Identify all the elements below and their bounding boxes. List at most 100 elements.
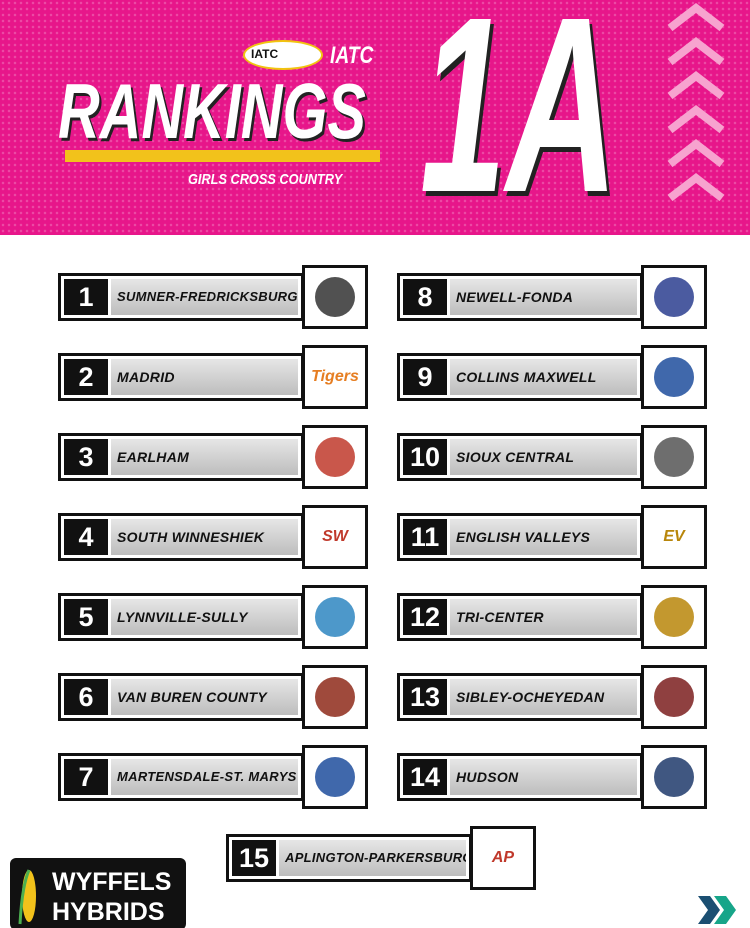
ranking-row: 5 LYNNVILLE-SULLY (58, 585, 368, 649)
ranking-row: 14 HUDSON (397, 745, 707, 809)
plate: 11 ENGLISH VALLEYS (397, 513, 643, 561)
rank: 8 (403, 279, 447, 315)
school-logo (641, 345, 707, 409)
school-name: EARLHAM (111, 439, 298, 475)
school-logo (302, 425, 368, 489)
ranking-row: 1 SUMNER-FREDRICKSBURG (58, 265, 368, 329)
school-logo: EV (641, 505, 707, 569)
subtitle: GIRLS CROSS COUNTRY (188, 171, 343, 188)
school-logo: AP (470, 826, 536, 890)
sponsor-line: WYFFELS (52, 868, 172, 896)
logo-icon (315, 757, 355, 797)
school-logo (302, 265, 368, 329)
plate: 1 SUMNER-FREDRICKSBURG (58, 273, 304, 321)
school-name: SUMNER-FREDRICKSBURG (111, 279, 298, 315)
school-name: SIOUX CENTRAL (450, 439, 637, 475)
ranking-row: 6 VAN BUREN COUNTY (58, 665, 368, 729)
plate: 4 SOUTH WINNESHIEK (58, 513, 304, 561)
plate: 15 APLINGTON-PARKERSBURG (226, 834, 472, 882)
ranking-row: 13 SIBLEY-OCHEYEDAN (397, 665, 707, 729)
class-label: 1A (420, 0, 619, 244)
school-logo (641, 665, 707, 729)
badge-text: IATC (251, 47, 279, 61)
badge: IATC (243, 40, 323, 70)
rank: 13 (403, 679, 447, 715)
rank: 11 (403, 519, 447, 555)
school-logo (641, 585, 707, 649)
ranking-row: 9 COLLINS MAXWELL (397, 345, 707, 409)
ranking-row: 15 APLINGTON-PARKERSBURG AP (226, 826, 536, 890)
logo-icon (654, 677, 694, 717)
logo-icon (315, 437, 355, 477)
logo-icon (654, 597, 694, 637)
school-name: COLLINS MAXWELL (450, 359, 637, 395)
school-name: SOUTH WINNESHIEK (111, 519, 298, 555)
rank: 14 (403, 759, 447, 795)
plate: 5 LYNNVILLE-SULLY (58, 593, 304, 641)
plate: 13 SIBLEY-OCHEYEDAN (397, 673, 643, 721)
rank: 12 (403, 599, 447, 635)
yellow-bar (65, 150, 380, 162)
rank: 2 (64, 359, 108, 395)
sponsor-line: HYBRIDS (52, 898, 165, 926)
rank: 4 (64, 519, 108, 555)
ranking-row: 4 SOUTH WINNESHIEK SW (58, 505, 368, 569)
school-name: TRI-CENTER (450, 599, 637, 635)
school-name: HUDSON (450, 759, 637, 795)
rank: 6 (64, 679, 108, 715)
school-logo (302, 585, 368, 649)
plate: 7 MARTENSDALE-ST. MARYS (58, 753, 304, 801)
ranking-row: 2 MADRID Tigers (58, 345, 368, 409)
logo-icon (654, 437, 694, 477)
school-name: SIBLEY-OCHEYEDAN (450, 679, 637, 715)
school-logo (641, 425, 707, 489)
rank: 10 (403, 439, 447, 475)
rank: 9 (403, 359, 447, 395)
logo-text: AP (491, 849, 515, 866)
school-logo (641, 265, 707, 329)
logo-icon (654, 277, 694, 317)
logo-text: EV (663, 528, 685, 545)
ranking-row: 8 NEWELL-FONDA (397, 265, 707, 329)
corner-logo (698, 896, 736, 924)
header: IATC IATC RANKINGS GIRLS CROSS COUNTRY 1… (0, 0, 750, 235)
logo-icon (654, 357, 694, 397)
rank: 3 (64, 439, 108, 475)
org: IATC (330, 42, 374, 69)
rank: 5 (64, 599, 108, 635)
rank: 1 (64, 279, 108, 315)
title: RANKINGS (58, 67, 366, 155)
school-name: VAN BUREN COUNTY (111, 679, 298, 715)
logo-icon (315, 277, 355, 317)
school-name: NEWELL-FONDA (450, 279, 637, 315)
corn-icon (18, 869, 36, 925)
plate: 2 MADRID (58, 353, 304, 401)
school-name: MARTENSDALE-ST. MARYS (111, 759, 298, 795)
logo-icon (315, 677, 355, 717)
logo-icon (315, 597, 355, 637)
logo-icon (654, 757, 694, 797)
school-name: LYNNVILLE-SULLY (111, 599, 298, 635)
plate: 10 SIOUX CENTRAL (397, 433, 643, 481)
rank: 7 (64, 759, 108, 795)
school-logo (302, 745, 368, 809)
plate: 3 EARLHAM (58, 433, 304, 481)
ranking-row: 7 MARTENSDALE-ST. MARYS (58, 745, 368, 809)
logo-text: SW (322, 528, 348, 545)
plate: 6 VAN BUREN COUNTY (58, 673, 304, 721)
plate: 14 HUDSON (397, 753, 643, 801)
school-logo (641, 745, 707, 809)
ranking-row: 3 EARLHAM (58, 425, 368, 489)
logo-text: Tigers (311, 368, 359, 385)
school-name: MADRID (111, 359, 298, 395)
school-logo (302, 665, 368, 729)
sponsor: WYFFELS HYBRIDS (10, 858, 186, 928)
ranking-row: 10 SIOUX CENTRAL (397, 425, 707, 489)
plate: 12 TRI-CENTER (397, 593, 643, 641)
school-name: ENGLISH VALLEYS (450, 519, 637, 555)
rank: 15 (232, 840, 276, 876)
school-logo: SW (302, 505, 368, 569)
plate: 9 COLLINS MAXWELL (397, 353, 643, 401)
ranking-row: 11 ENGLISH VALLEYS EV (397, 505, 707, 569)
